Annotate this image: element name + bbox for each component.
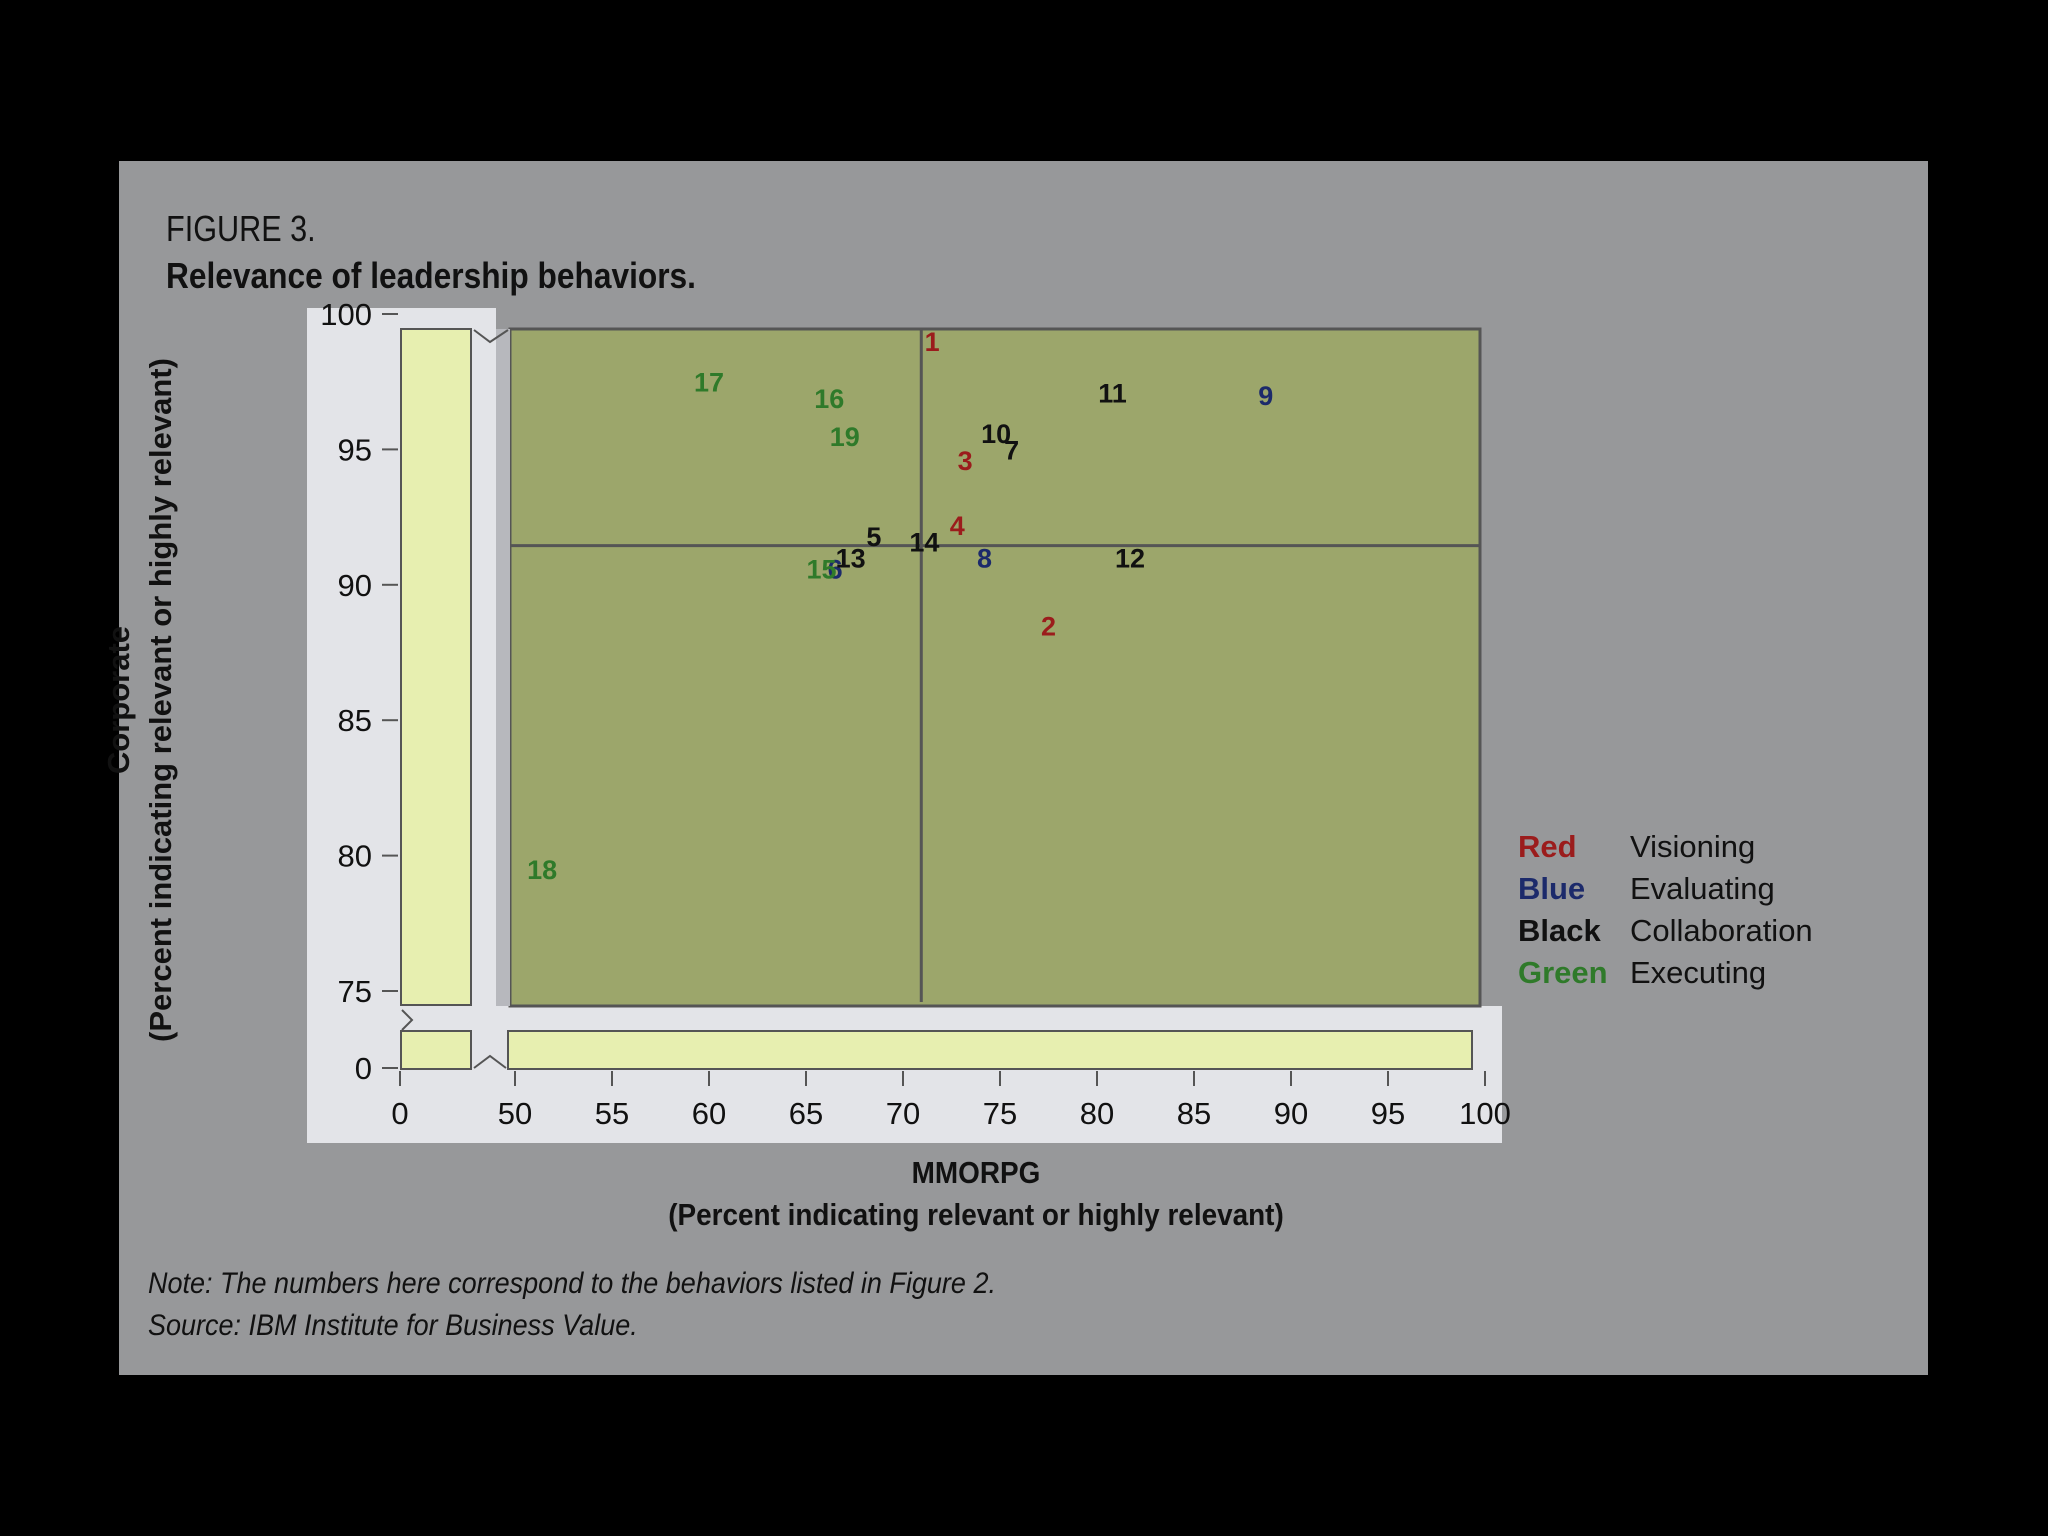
data-point-5: 5 (866, 522, 881, 552)
data-point-18: 18 (527, 855, 557, 885)
data-point-6: 6 (828, 555, 843, 585)
data-point-19: 19 (830, 422, 860, 452)
x-tick-label: 80 (1080, 1096, 1114, 1131)
legend-row-black: Black Collaboration (1518, 910, 1813, 952)
x-tick-label: 50 (498, 1096, 532, 1131)
data-point-11: 11 (1098, 379, 1127, 409)
x-tick-label: 100 (1459, 1096, 1511, 1131)
legend-color-name: Green (1518, 955, 1608, 990)
plot-area-shadow (496, 329, 510, 1006)
data-point-7: 7 (1004, 435, 1019, 465)
x-axis-sublabel: (Percent indicating relevant or highly r… (668, 1197, 1284, 1232)
data-point-17: 17 (694, 368, 724, 398)
x-tick-label: 0 (391, 1096, 408, 1131)
data-point-10: 10 (981, 419, 1011, 449)
y-tick-label: 90 (338, 568, 372, 603)
x-axis-ticks: 0 50 55 60 65 70 75 80 85 90 95 100 (391, 1071, 1511, 1131)
data-point-12: 12 (1115, 544, 1145, 574)
x-tick-label: 95 (1371, 1096, 1405, 1131)
legend-row-red: Red Visioning (1518, 826, 1813, 868)
y-tick-label: 80 (338, 839, 372, 874)
x-tick-label: 70 (886, 1096, 920, 1131)
x-axis-strip-main (507, 1030, 1473, 1070)
legend-meaning: Evaluating (1630, 871, 1775, 906)
legend-color-name: Red (1518, 829, 1577, 864)
figure-label: FIGURE 3. (166, 208, 316, 249)
top-break-mark (473, 329, 509, 344)
legend-row-green: Green Executing (1518, 952, 1813, 994)
data-point-3: 3 (958, 446, 973, 476)
footnotes: Note: The numbers here correspond to the… (148, 1263, 1090, 1347)
y-axis-strip-zero (400, 1030, 472, 1070)
y-axis-strip-main (400, 328, 472, 1006)
y-axis-sublabel: (Percent indicating relevant or highly r… (143, 358, 178, 1042)
data-point-2: 2 (1041, 611, 1056, 641)
legend-row-blue: Blue Evaluating (1518, 868, 1813, 910)
x-axis-title: MMORPG (Percent indicating relevant or h… (668, 1152, 1284, 1236)
y-axis-label: Corporate (101, 625, 136, 775)
legend-color-name: Black (1518, 913, 1601, 948)
x-tick-label: 75 (983, 1096, 1017, 1131)
data-point-14: 14 (909, 527, 939, 557)
legend-meaning: Collaboration (1630, 913, 1813, 948)
y-tick-label: 100 (320, 297, 372, 332)
source-text: Source: IBM Institute for Business Value… (148, 1309, 638, 1342)
data-point-16: 16 (814, 384, 844, 414)
legend-meaning: Visioning (1630, 829, 1756, 864)
data-point-9: 9 (1258, 381, 1273, 411)
figure-title: Relevance of leadership behaviors. (166, 255, 696, 296)
legend-color-name: Blue (1518, 871, 1586, 906)
data-point-15: 15 (806, 555, 836, 585)
y-tick-label: 0 (355, 1051, 372, 1086)
x-tick-label: 65 (789, 1096, 823, 1131)
x-axis-break-mark (473, 1054, 507, 1069)
x-tick-label: 90 (1274, 1096, 1308, 1131)
x-tick-label: 85 (1177, 1096, 1211, 1131)
y-tick-label: 95 (338, 432, 372, 467)
y-axis-ticks: 0 75 80 85 90 95 100 (320, 297, 398, 1086)
data-point-4: 4 (950, 511, 965, 541)
plot-area (508, 327, 1482, 1008)
data-point-1: 1 (925, 327, 940, 357)
data-point-8: 8 (977, 544, 992, 574)
legend: Red Visioning Blue Evaluating Black Coll… (1518, 826, 1813, 994)
legend-meaning: Executing (1630, 955, 1767, 990)
x-axis-label: MMORPG (911, 1155, 1041, 1190)
y-tick-label: 75 (338, 974, 372, 1009)
y-tick-label: 85 (338, 703, 372, 738)
data-point-13: 13 (836, 544, 866, 574)
y-axis-break-mark (401, 1009, 414, 1031)
x-tick-label: 60 (692, 1096, 726, 1131)
x-tick-label: 55 (595, 1096, 629, 1131)
note-text: Note: The numbers here correspond to the… (148, 1267, 996, 1300)
